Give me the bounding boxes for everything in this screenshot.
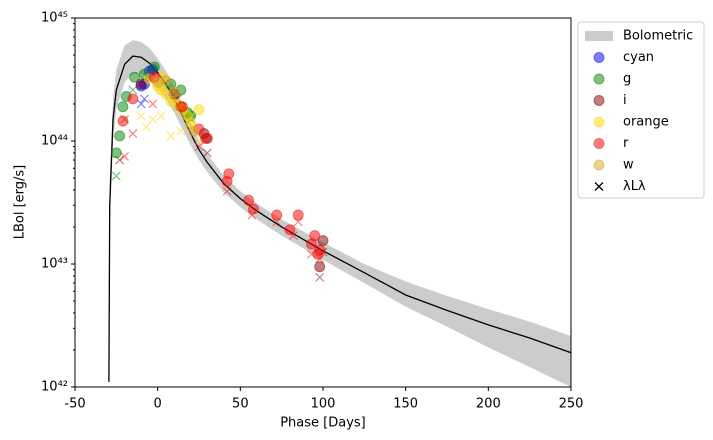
x-tick-label: 150 (393, 397, 418, 412)
x-tick-label: 100 (311, 397, 336, 412)
legend-label: g (623, 72, 631, 87)
point (129, 71, 141, 83)
point (317, 235, 329, 247)
lambda-cross (136, 99, 146, 109)
point (160, 75, 172, 87)
legend-marker (593, 159, 605, 171)
legend-label: λLλ (623, 179, 646, 194)
x-tick-label: -50 (64, 397, 85, 412)
point (114, 130, 126, 142)
legend-label: r (623, 136, 629, 151)
point (309, 230, 321, 242)
legend-marker (594, 182, 604, 191)
bolometric-band (108, 40, 571, 387)
legend-label: w (623, 158, 634, 173)
legend-label: i (623, 93, 627, 108)
lambda-cross (166, 131, 176, 141)
y-axis-label: LBol [erg/s] (13, 165, 28, 240)
point (223, 168, 235, 180)
x-tick-label: 200 (476, 397, 501, 412)
point (200, 132, 212, 144)
y-tick-label: 10⁴⁵ (41, 11, 68, 26)
point (271, 209, 283, 221)
x-axis-label: Phase [Days] (280, 416, 366, 431)
legend-marker (593, 116, 605, 128)
legend-marker (593, 138, 605, 149)
legend-marker (593, 52, 605, 63)
point (110, 147, 122, 159)
legend-label: cyan (623, 50, 654, 65)
point (127, 93, 139, 105)
lambda-cross (136, 111, 146, 121)
y-tick-label: 10⁴² (41, 380, 68, 395)
x-tick-label: 0 (154, 397, 162, 412)
lambda-cross (111, 171, 121, 181)
lambda-cross (120, 151, 130, 161)
point (314, 244, 326, 256)
y-tick-label: 10⁴⁴ (41, 134, 68, 149)
x-tick-label: 50 (232, 397, 249, 412)
point (188, 125, 200, 137)
lambda-cross (128, 129, 138, 138)
legend-marker (593, 73, 605, 85)
lambda-cross (176, 126, 186, 136)
lambda-cross (148, 99, 158, 109)
legend-marker (593, 95, 605, 106)
point (284, 224, 296, 236)
lambda-cross (148, 114, 158, 124)
point (117, 115, 129, 127)
lambda-cross (315, 272, 325, 282)
legend-box (577, 21, 705, 199)
point (314, 261, 326, 273)
point (292, 209, 304, 221)
lambda-cross (141, 122, 151, 132)
y-tick-label: 10⁴³ (41, 257, 68, 272)
lambda-cross (140, 94, 149, 104)
legend-label: orange (623, 115, 669, 130)
point (117, 101, 129, 113)
bolometric-line (108, 55, 571, 382)
point (135, 78, 147, 90)
lambda-cross (128, 85, 138, 95)
point (148, 61, 160, 73)
plot (108, 40, 571, 387)
lambda-cross (222, 186, 232, 196)
point (193, 104, 205, 116)
lambda-cross (202, 148, 212, 158)
point (248, 203, 260, 215)
lambda-cross (194, 142, 204, 152)
point (168, 86, 180, 98)
legend-swatch (585, 31, 613, 41)
legend-label: Bolometric (623, 29, 693, 44)
point (243, 194, 255, 206)
x-tick-label: 250 (559, 397, 584, 412)
lambda-cross (156, 111, 166, 121)
point (176, 101, 188, 113)
